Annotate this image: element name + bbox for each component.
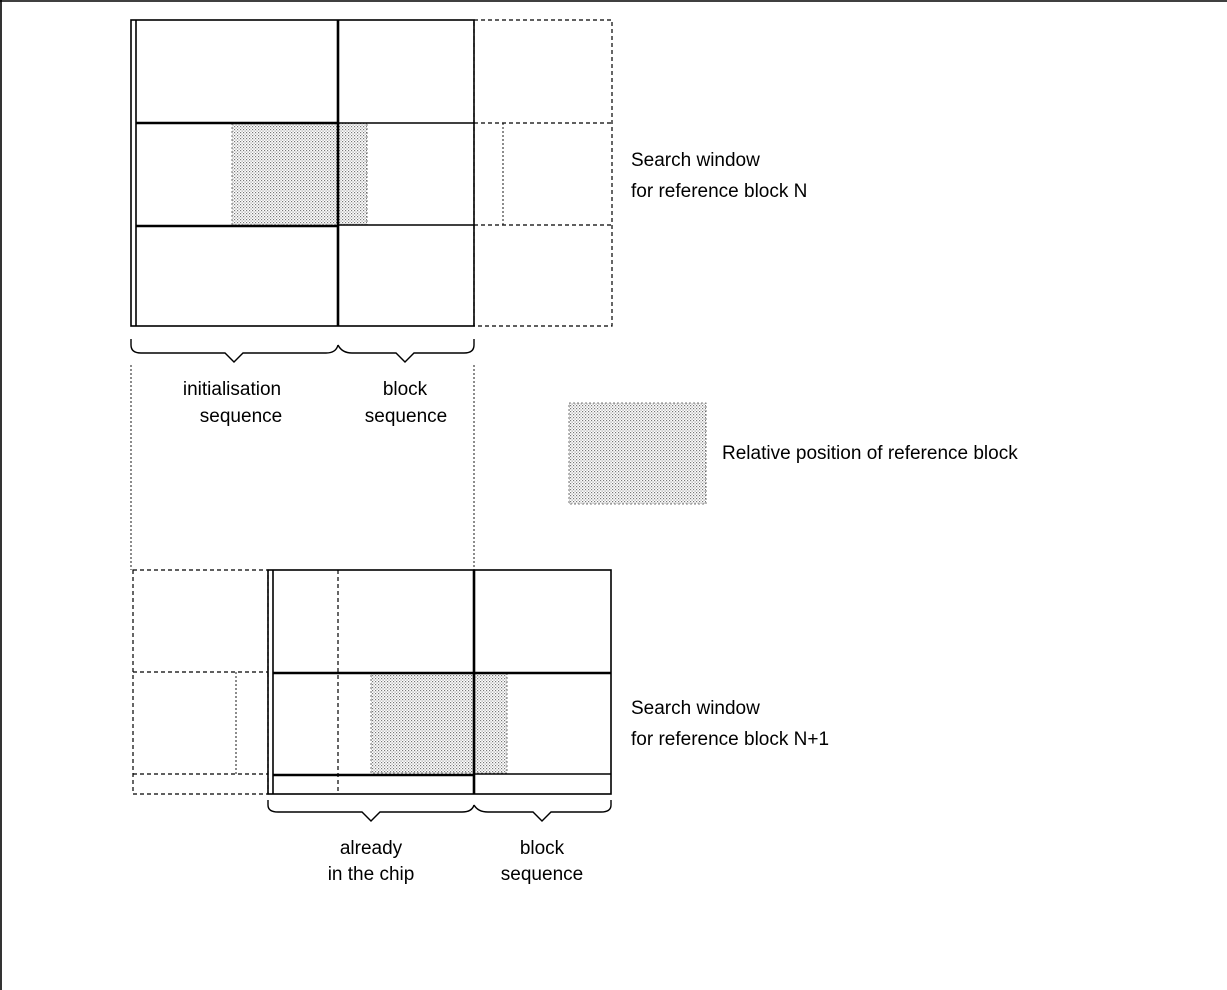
- block-bottom-label-line1: block: [520, 838, 565, 859]
- init-label-line1: initialisation: [183, 379, 281, 400]
- window-n1-label-line2: for reference block N+1: [631, 729, 829, 750]
- init-label-line2: sequence: [200, 406, 282, 427]
- block-top-label-line2: sequence: [365, 406, 447, 427]
- already-label-line1: already: [340, 838, 403, 859]
- window-n-label-line1: Search window: [631, 150, 760, 171]
- search-window-n1: [132, 569, 612, 822]
- reference-block-n: [231, 122, 368, 226]
- brace-block-sequence-top: [337, 339, 475, 363]
- search-window-n: [130, 19, 613, 570]
- block-bottom-label-line2: sequence: [501, 864, 583, 885]
- block-top-label-line1: block: [383, 379, 428, 400]
- legend-swatch: [568, 402, 707, 505]
- legend-label: Relative position of reference block: [722, 443, 1018, 464]
- window-n1-grid: [267, 569, 612, 795]
- window-n1-label-line1: Search window: [631, 698, 760, 719]
- already-label-line2: in the chip: [328, 864, 415, 885]
- brace-already-in-chip: [267, 800, 475, 822]
- brace-initialisation: [130, 339, 339, 363]
- window-n-label-line2: for reference block N: [631, 181, 807, 202]
- window-n-grid: [130, 19, 475, 327]
- reference-block-n1: [370, 672, 508, 774]
- brace-block-sequence-bottom: [473, 800, 612, 822]
- window-n-dotted-extension: [473, 19, 613, 327]
- window-n1-dotted-extension: [132, 569, 269, 795]
